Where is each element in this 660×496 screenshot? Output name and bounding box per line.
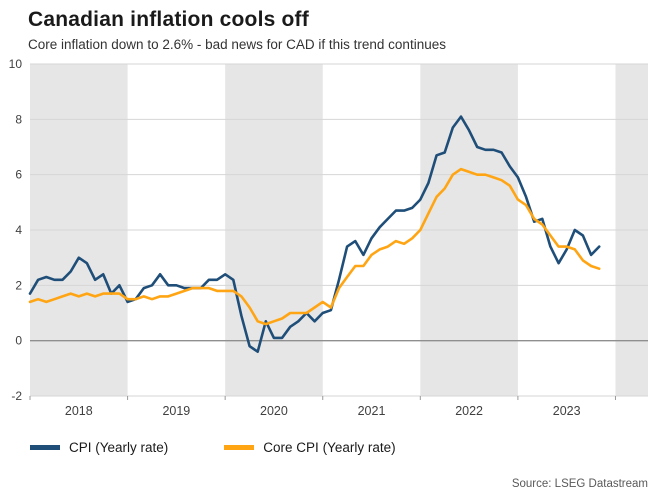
legend-label-cpi: CPI (Yearly rate) [69, 439, 169, 455]
legend-label-core-cpi: Core CPI (Yearly rate) [263, 439, 396, 455]
x-axis-year-label: 2023 [553, 404, 581, 418]
y-axis-tick-label: 10 [9, 57, 23, 71]
chart-subtitle: Core inflation down to 2.6% - bad news f… [28, 37, 446, 52]
core-cpi-line [28, 167, 601, 326]
source-attribution: Source: LSEG Datastream [511, 478, 648, 490]
x-axis-year-label: 2022 [455, 404, 483, 418]
x-axis-year-label: 2019 [162, 404, 190, 418]
y-axis-tick-label: 6 [15, 168, 22, 182]
cpi-line-swatch [30, 444, 60, 450]
y-axis-tick-label: 2 [15, 278, 22, 292]
y-axis-tick-label: 8 [15, 112, 22, 126]
x-axis-year-label: 2020 [260, 404, 288, 418]
core-cpi-line-swatch [224, 444, 255, 450]
page-title: Canadian inflation cools off [28, 8, 309, 31]
y-axis-tick-label: 4 [15, 223, 22, 237]
inflation-line-chart: -2 0 2 4 6 8 10 2018 2019 2020 2021 2022 2023 [9, 57, 648, 418]
y-axis-tick-label: -2 [11, 389, 22, 403]
x-axis-year-label: 2018 [65, 404, 93, 418]
legend: CPI (Yearly rate) Core CPI (Yearly rate) [30, 436, 660, 458]
x-axis-year-label: 2021 [358, 404, 386, 418]
y-axis-tick-label: 0 [15, 334, 22, 348]
legend-item-core-cpi: Core CPI (Yearly rate) [224, 439, 396, 455]
legend-item-cpi: CPI (Yearly rate) [30, 440, 168, 455]
